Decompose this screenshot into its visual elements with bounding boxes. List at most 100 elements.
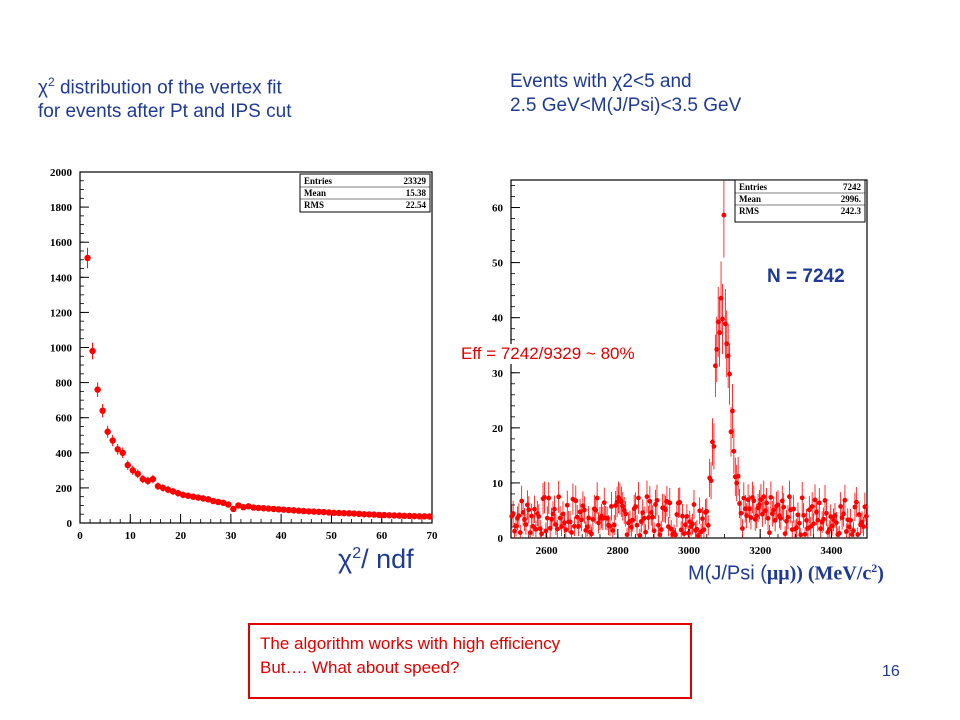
left-data-point (275, 506, 282, 513)
left-data-point (330, 509, 338, 517)
right-data-point (799, 495, 805, 501)
left-data-point (104, 428, 111, 435)
left-stats-value: 15.38 (406, 188, 427, 198)
left-y-tick-label: 0 (67, 518, 73, 530)
right-data-point (658, 527, 664, 532)
left-data-point (355, 510, 363, 518)
left-x-tick-label: 20 (175, 530, 187, 542)
right-data-point (678, 527, 684, 533)
left-data-point (129, 467, 136, 474)
left-y-tick-label: 1400 (50, 272, 73, 284)
left-data-point (124, 461, 131, 469)
left-data-point (164, 486, 172, 493)
right-data-point (636, 495, 641, 501)
left-y-tick-label: 2000 (50, 167, 73, 179)
left-data-point (265, 505, 272, 512)
right-data-point (758, 497, 764, 503)
right-x-tick-label: 3400 (820, 545, 843, 557)
right-data-point (853, 499, 859, 505)
left-data-point (169, 488, 177, 495)
right-stats-label: RMS (739, 206, 759, 216)
page-number: 16 (882, 663, 900, 680)
right-data-point (643, 529, 648, 535)
n-count-label: N = 7242 (765, 266, 847, 288)
left-data-point (416, 513, 423, 520)
left-data-point (245, 503, 252, 510)
right-data-point (821, 516, 826, 522)
left-data-point (220, 499, 227, 507)
right-data-point (785, 514, 791, 520)
right-data-point (711, 444, 717, 449)
right-data-point (623, 511, 629, 517)
left-data-point (426, 513, 433, 520)
left-data-point (396, 512, 403, 519)
right-data-point (700, 516, 705, 522)
right-data-point (851, 528, 856, 534)
right-data-point (767, 530, 772, 536)
note-box: The algorithm works with high efficiency… (248, 623, 692, 699)
left-data-point (200, 495, 207, 502)
right-data-point (530, 524, 536, 529)
right-data-point (781, 504, 787, 510)
right-data-point (863, 513, 869, 519)
left-data-point (235, 502, 242, 509)
right-data-point (573, 498, 579, 504)
left-y-tick-label: 800 (56, 378, 73, 390)
right-data-point (690, 521, 695, 527)
right-data-point (697, 508, 703, 514)
right-stats-value: 242.3 (841, 206, 862, 216)
right-y-tick-label: 20 (492, 423, 504, 435)
right-data-point (589, 531, 594, 537)
right-data-point (836, 530, 842, 536)
left-data-point (295, 507, 302, 514)
right-data-point (801, 513, 807, 518)
right-data-point (650, 514, 656, 520)
right-data-points (509, 180, 869, 538)
right-data-point (765, 515, 771, 521)
left-data-point (381, 511, 388, 519)
left-caption-line1: χ2 distribution of the vertex fit (38, 75, 282, 99)
right-data-point (567, 519, 573, 525)
left-y-tick-label: 600 (56, 413, 73, 425)
right-data-point (701, 527, 707, 533)
right-data-point (611, 522, 617, 528)
left-data-point (411, 512, 418, 520)
right-data-point (680, 513, 685, 519)
left-y-tick-label: 1600 (50, 237, 73, 249)
left-data-point (386, 512, 393, 519)
right-y-tick-label: 30 (492, 368, 504, 380)
right-data-point (608, 503, 614, 509)
right-data-point (641, 515, 647, 521)
right-data-point (802, 531, 808, 537)
right-data-point (705, 522, 711, 528)
right-data-point (655, 522, 661, 528)
right-data-point (861, 524, 866, 529)
right-stats-box (734, 179, 866, 223)
right-data-point (848, 517, 854, 523)
left-x-tick-label: 70 (427, 530, 439, 542)
right-data-point (634, 522, 640, 528)
right-data-point (644, 494, 650, 500)
right-x-tick-label: 3200 (749, 545, 772, 557)
right-data-point (708, 478, 714, 484)
left-data-point (189, 493, 197, 500)
left-data-point (154, 482, 162, 490)
left-data-point (139, 475, 147, 483)
left-data-point (270, 505, 277, 513)
right-data-point (809, 504, 815, 509)
left-data-point (325, 509, 333, 516)
right-data-point (735, 473, 741, 479)
right-y-tick-label: 10 (492, 478, 504, 490)
right-data-point (536, 514, 542, 519)
right-data-point (751, 498, 757, 504)
left-data-point (174, 489, 182, 497)
left-stats-box (299, 173, 431, 213)
left-data-point (109, 437, 116, 444)
right-stats-label: Mean (739, 194, 761, 204)
right-data-point (523, 522, 529, 527)
right-data-point (738, 510, 744, 516)
right-data-point (633, 504, 638, 510)
left-stats-value: 23329 (404, 176, 427, 186)
left-y-tick-label: 1000 (50, 343, 73, 355)
right-data-point (791, 506, 797, 512)
